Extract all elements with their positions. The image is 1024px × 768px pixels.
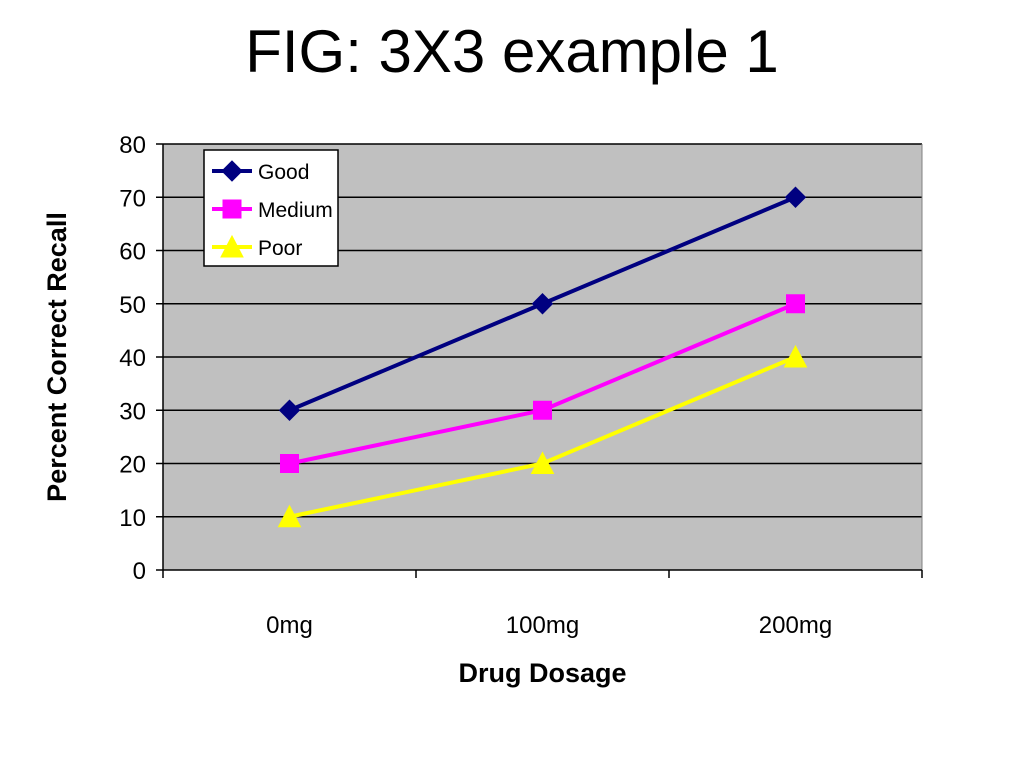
y-tick-label: 70 — [119, 185, 146, 212]
y-tick-label: 80 — [119, 132, 146, 159]
y-tick-label: 0 — [133, 558, 146, 585]
data-point-poor — [277, 504, 302, 528]
x-axis-title: Drug Dosage — [458, 658, 626, 688]
legend-marker-good — [221, 160, 243, 182]
legend-marker-medium — [222, 199, 242, 219]
x-axis-ticks: 0mg 100mg 200mg — [162, 570, 923, 639]
y-axis-title: Percent Correct Recall — [42, 212, 72, 502]
legend-label-medium: Medium — [258, 199, 333, 222]
series-good — [278, 186, 807, 421]
legend-item-good: Good — [212, 160, 309, 184]
x-tick-label: 200mg — [759, 612, 832, 639]
legend-item-poor: Poor — [212, 234, 302, 260]
y-tick-label: 60 — [119, 239, 146, 266]
data-point-medium — [533, 400, 552, 420]
y-tick-label: 40 — [119, 345, 146, 372]
y-tick-label: 10 — [119, 505, 146, 532]
y-tick-label: 50 — [119, 292, 146, 319]
data-point-medium — [786, 294, 805, 314]
series-medium — [280, 294, 805, 473]
y-axis-ticks: 0 10 20 30 40 50 60 70 80 — [119, 132, 163, 585]
series-group — [277, 186, 808, 528]
data-point-poor — [530, 451, 555, 474]
slide-title: FIG: 3X3 example 1 — [245, 18, 779, 85]
data-point-good — [784, 186, 807, 208]
series-poor — [277, 344, 808, 528]
y-tick-label: 30 — [119, 398, 146, 425]
legend-marker-poor — [220, 234, 244, 258]
y-tick-label: 20 — [119, 452, 146, 479]
data-point-good — [531, 293, 554, 315]
x-tick-label: 0mg — [266, 612, 313, 639]
legend-label-good: Good — [258, 161, 309, 184]
x-tick-label: 100mg — [506, 612, 579, 639]
legend-label-poor: Poor — [258, 237, 302, 260]
legend: Good Medium Poor — [203, 149, 339, 267]
data-point-poor — [783, 344, 808, 368]
legend-item-medium: Medium — [212, 199, 333, 222]
data-point-medium — [280, 454, 299, 473]
data-point-good — [278, 399, 301, 421]
